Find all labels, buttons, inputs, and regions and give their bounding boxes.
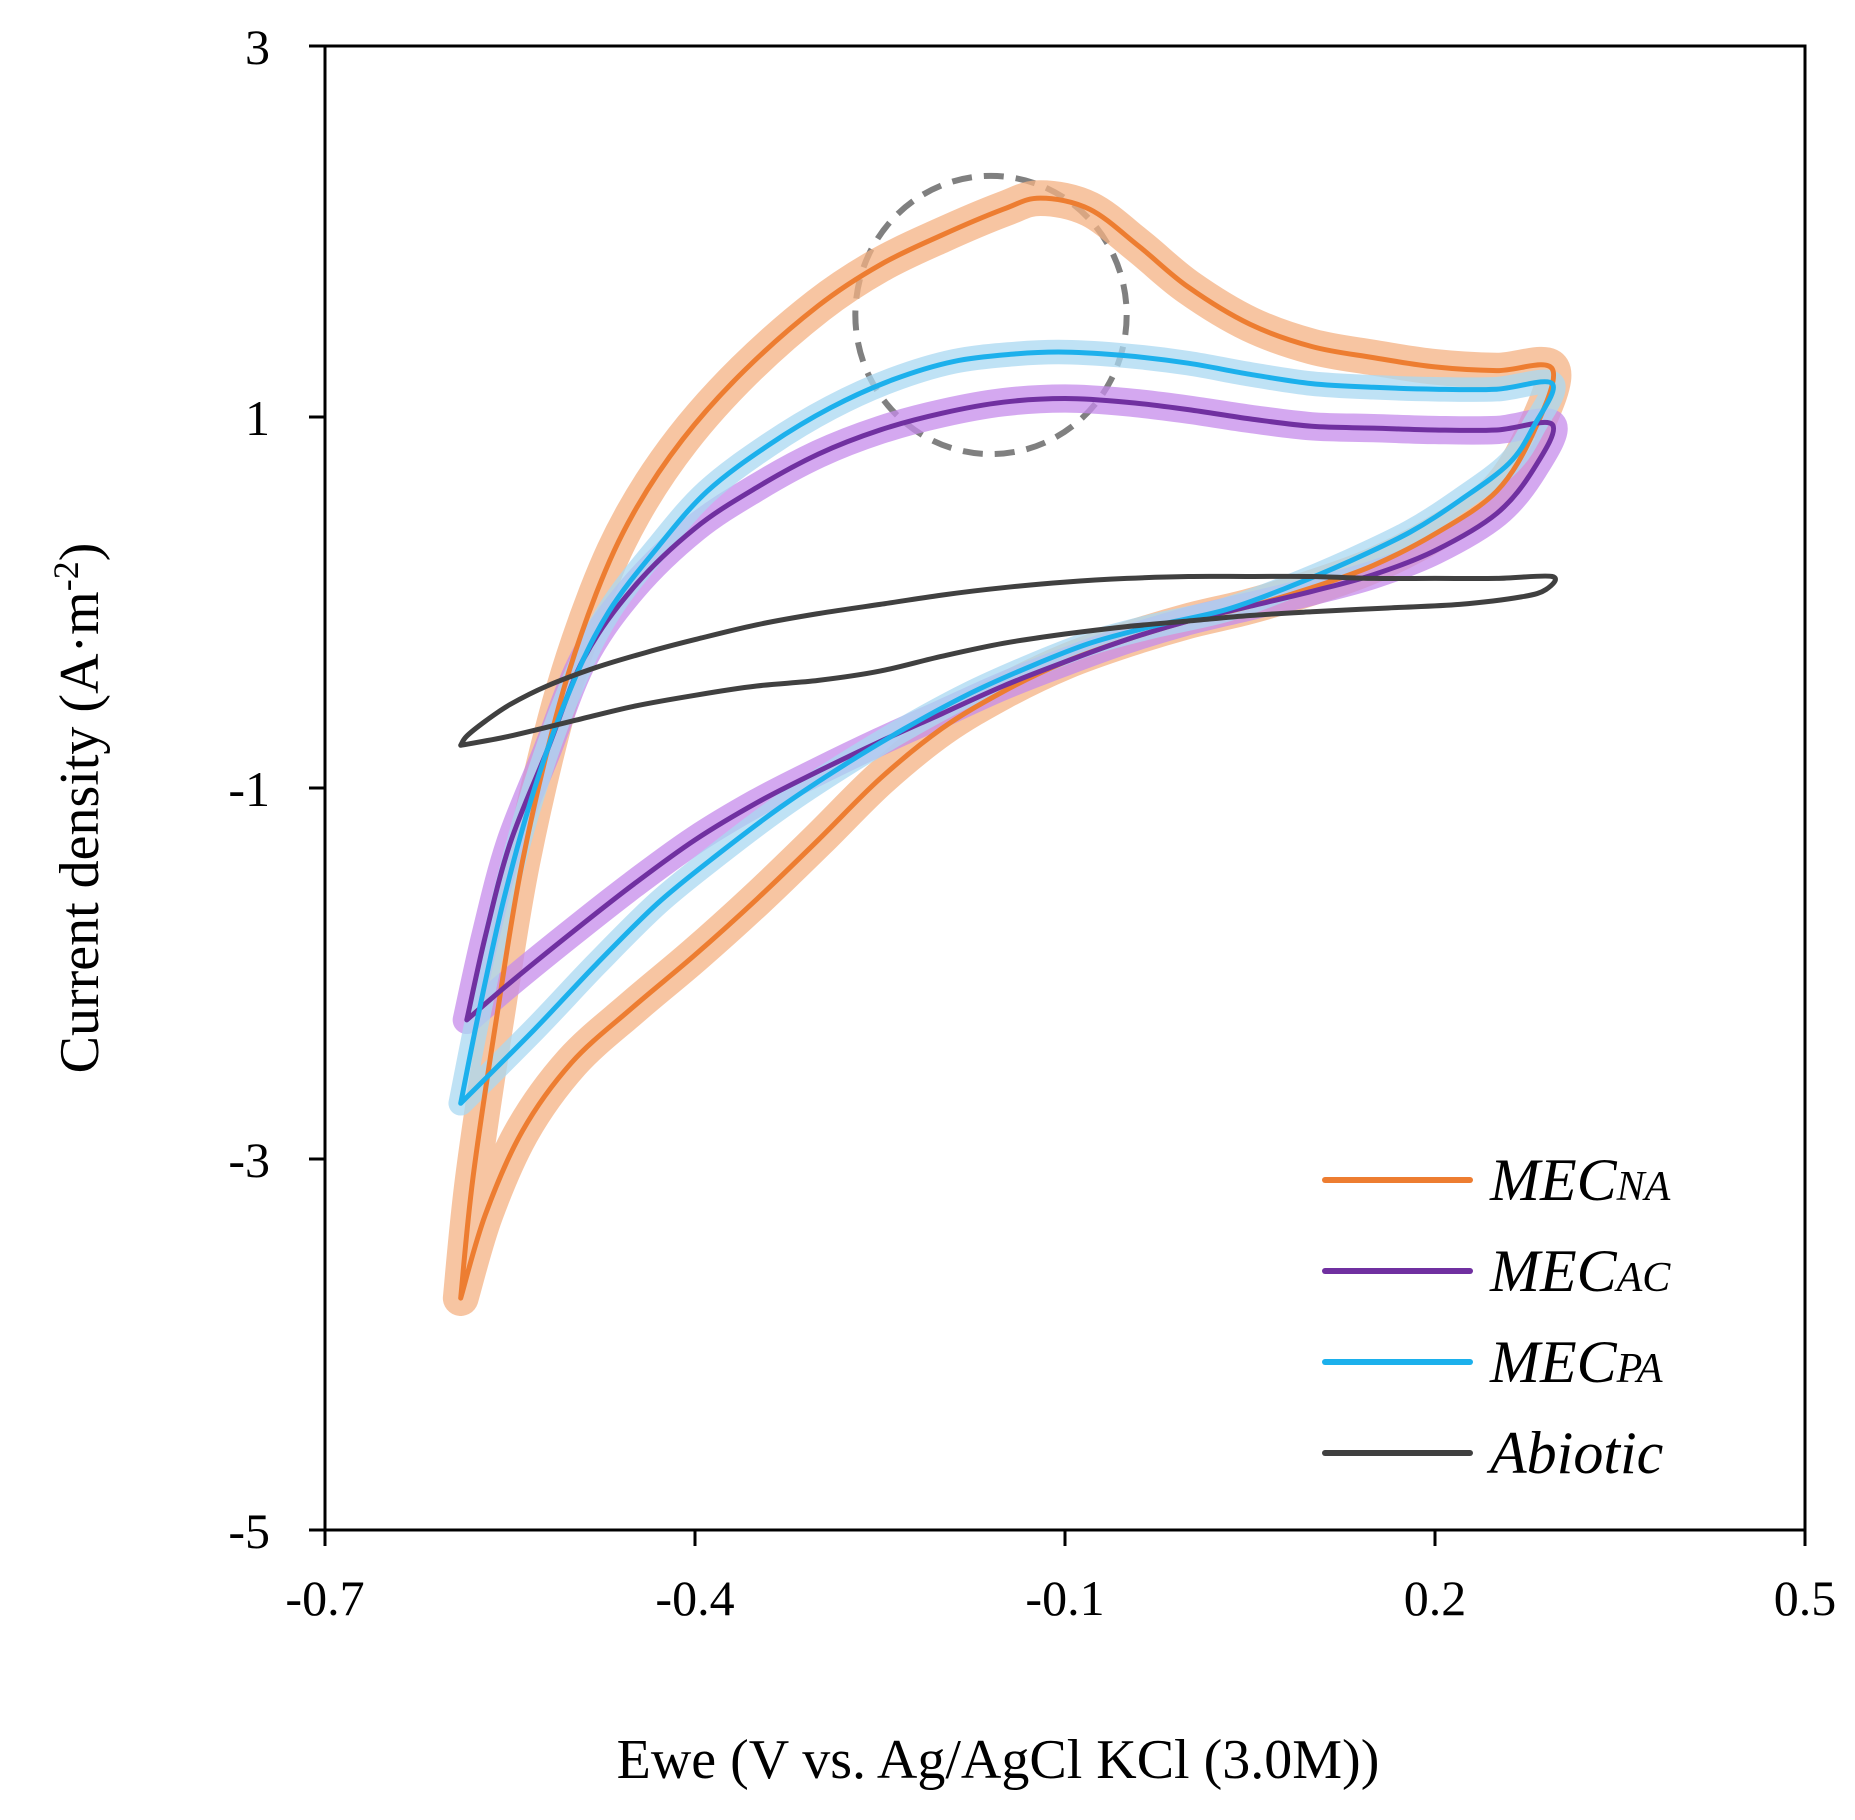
legend-label-mecpa: MECPA	[1489, 1329, 1663, 1395]
series-band-mecpa	[448, 339, 1566, 1116]
y-tick-label: -3	[228, 1132, 270, 1188]
y-axis-title-main: Current density (A·m	[49, 591, 111, 1073]
y-axis-title: Current density (A·m-2)	[46, 543, 111, 1074]
legend-label-main: MEC	[1489, 1329, 1618, 1395]
series-bands	[442, 180, 1572, 1316]
legend-label-main: MEC	[1489, 1238, 1618, 1304]
tick-labels: -0.7 -0.4 -0.1 0.2 0.5 3 1 -1 -3 -5	[228, 19, 1836, 1626]
y-axis-title-close: )	[49, 543, 111, 562]
y-tick-label: -1	[228, 761, 270, 817]
legend-label-mecac: MECAC	[1489, 1238, 1671, 1304]
series-lines	[458, 195, 1558, 1301]
legend-label-mecna: MECNA	[1489, 1147, 1671, 1213]
annotation-layer	[852, 172, 1130, 458]
series-line-mecac	[464, 396, 1557, 1023]
y-axis-title-superscript: -2	[46, 561, 86, 591]
legend-label-main: MEC	[1489, 1147, 1618, 1213]
legend-label-abiotic: Abiotic	[1486, 1420, 1663, 1486]
peak-highlight-circle	[852, 172, 1130, 458]
legend-label-subscript: PA	[1616, 1346, 1663, 1392]
x-tick-label: 0.5	[1774, 1570, 1837, 1626]
series-line-abiotic	[458, 573, 1558, 748]
series-line-mecna	[458, 195, 1556, 1301]
y-tick-label: 1	[245, 390, 270, 446]
legend-label-main: Abiotic	[1486, 1420, 1663, 1486]
x-tick-label: -0.4	[655, 1570, 734, 1626]
y-tick-label: -5	[228, 1503, 270, 1559]
legend-label-subscript: AC	[1614, 1255, 1672, 1301]
x-tick-label: -0.7	[285, 1570, 364, 1626]
y-tick-label: 3	[245, 19, 270, 75]
series-line-mecpa	[458, 349, 1556, 1106]
x-axis-title: Ewe (V vs. Ag/AgCl KCl (3.0M))	[617, 1729, 1380, 1791]
x-tick-label: 0.2	[1404, 1570, 1467, 1626]
x-tick-label: -0.1	[1025, 1570, 1104, 1626]
legend-label-subscript: NA	[1616, 1164, 1671, 1210]
axes	[309, 44, 1807, 1546]
